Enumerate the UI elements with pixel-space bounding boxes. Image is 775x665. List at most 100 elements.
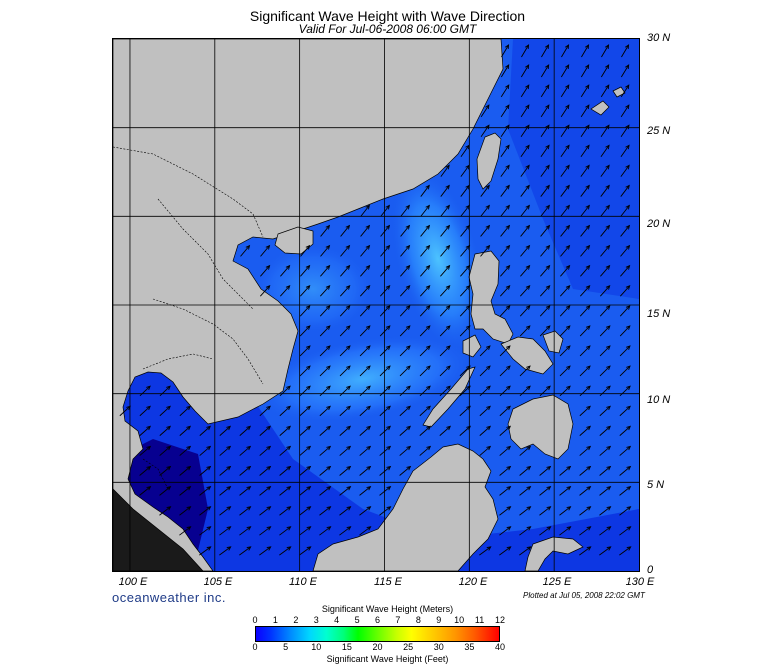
wave-arrow	[459, 385, 471, 397]
wave-arrow	[579, 445, 592, 456]
wave-arrow	[219, 546, 232, 556]
lon-label-110e: 110 E	[289, 576, 317, 588]
wave-arrow	[599, 506, 612, 516]
oceanweather-logo: oceanweather inc.	[112, 590, 227, 605]
wave-arrow	[299, 485, 312, 496]
wave-arrow	[499, 485, 512, 496]
wave-arrow	[521, 44, 530, 58]
wave-arrow	[320, 244, 331, 257]
wave-arrow	[319, 325, 331, 337]
wave-arrow	[199, 485, 212, 496]
wave-arrow	[519, 465, 532, 476]
wave-arrow	[479, 425, 492, 436]
wave-arrow	[600, 264, 611, 277]
wave-arrow	[340, 244, 351, 257]
country-borders	[113, 146, 264, 490]
wave-arrow	[540, 164, 550, 177]
wave-arrow	[359, 325, 371, 337]
wave-arrow	[339, 405, 351, 417]
land-palawan	[422, 366, 476, 428]
wave-arrow	[539, 465, 552, 476]
wave-arrow	[139, 385, 151, 397]
lon-label-125e: 125 E	[542, 576, 572, 588]
wave-arrow	[600, 64, 610, 78]
wave-arrow	[360, 264, 371, 277]
wave-arrow	[599, 526, 612, 536]
wave-arrow	[540, 204, 550, 217]
wave-arrow	[179, 405, 191, 417]
land-mindanao	[507, 394, 574, 460]
wave-arrow	[279, 285, 291, 297]
wave-arrow	[599, 305, 611, 317]
wave-arrow	[319, 405, 331, 417]
wave-arrow	[499, 365, 511, 377]
wave-arrow	[579, 305, 591, 317]
wave-arrow	[620, 224, 631, 237]
wave-arrow	[339, 445, 352, 456]
wave-arrow	[380, 204, 390, 217]
wave-arrow	[239, 425, 252, 436]
wave-arrow	[580, 264, 591, 277]
wave-arrow	[320, 224, 331, 237]
wave-arrow	[559, 526, 572, 536]
wave-arrow	[619, 405, 631, 417]
wave-arrow	[259, 285, 271, 297]
wave-arrow	[519, 385, 531, 397]
wave-arrow	[499, 506, 512, 516]
lat-label-5n: 5 N	[647, 479, 665, 491]
wave-arrow	[279, 385, 291, 397]
wave-arrow	[239, 445, 252, 456]
wave-arrow	[560, 164, 570, 177]
wave-arrow	[579, 325, 591, 337]
wave-arrow	[579, 485, 592, 496]
wave-arrow	[219, 425, 232, 436]
wave-arrow	[480, 204, 490, 217]
wave-arrow	[539, 385, 551, 397]
wave-arrow	[319, 485, 332, 496]
wave-arrow	[299, 385, 311, 397]
wave-arrow	[359, 345, 371, 357]
wave-arrow	[240, 244, 251, 257]
wave-arrow	[539, 506, 552, 516]
wave-arrow	[600, 164, 610, 177]
wave-arrow	[560, 64, 570, 78]
wave-arrow	[539, 305, 551, 317]
wave-arrow	[480, 124, 490, 138]
wave-arrow	[499, 546, 512, 556]
lat-label-25n: 25 N	[647, 125, 671, 137]
wave-arrow	[380, 264, 391, 277]
wave-arrow	[519, 526, 532, 536]
colorbar-tick-meters: 7	[395, 615, 401, 625]
wave-arrow	[519, 285, 531, 297]
wave-arrow	[499, 405, 511, 417]
wave-arrow	[459, 425, 472, 436]
wave-arrow	[419, 285, 431, 297]
wave-arrow	[520, 84, 530, 98]
wave-arrow	[319, 365, 331, 377]
wave-arrow	[601, 44, 610, 58]
colorbar-tick-feet: 5	[283, 642, 289, 652]
colorbar	[255, 626, 500, 642]
wave-arrow	[460, 224, 471, 237]
wave-arrow	[139, 405, 151, 417]
wave-arrow	[239, 485, 252, 496]
ocean-deep-zone	[113, 369, 639, 571]
wave-arrow	[540, 84, 550, 98]
wave-arrow	[620, 104, 630, 118]
land-borneo	[312, 443, 499, 571]
wave-arrow	[159, 405, 171, 417]
wave-arrow	[399, 425, 412, 436]
wave-arrow	[480, 244, 491, 257]
wave-arrow	[619, 526, 632, 536]
colorbar-tick-meters: 5	[354, 615, 360, 625]
wave-arrow	[359, 465, 372, 476]
land-mindoro	[462, 334, 482, 358]
colorbar-tick-meters: 1	[272, 615, 278, 625]
wave-arrow	[259, 405, 271, 417]
wave-arrow	[199, 526, 212, 536]
wave-arrow	[500, 124, 510, 138]
wave-arrow	[259, 465, 272, 476]
wave-arrow	[419, 325, 431, 337]
wave-arrow	[159, 485, 172, 496]
wave-arrow	[359, 405, 371, 417]
